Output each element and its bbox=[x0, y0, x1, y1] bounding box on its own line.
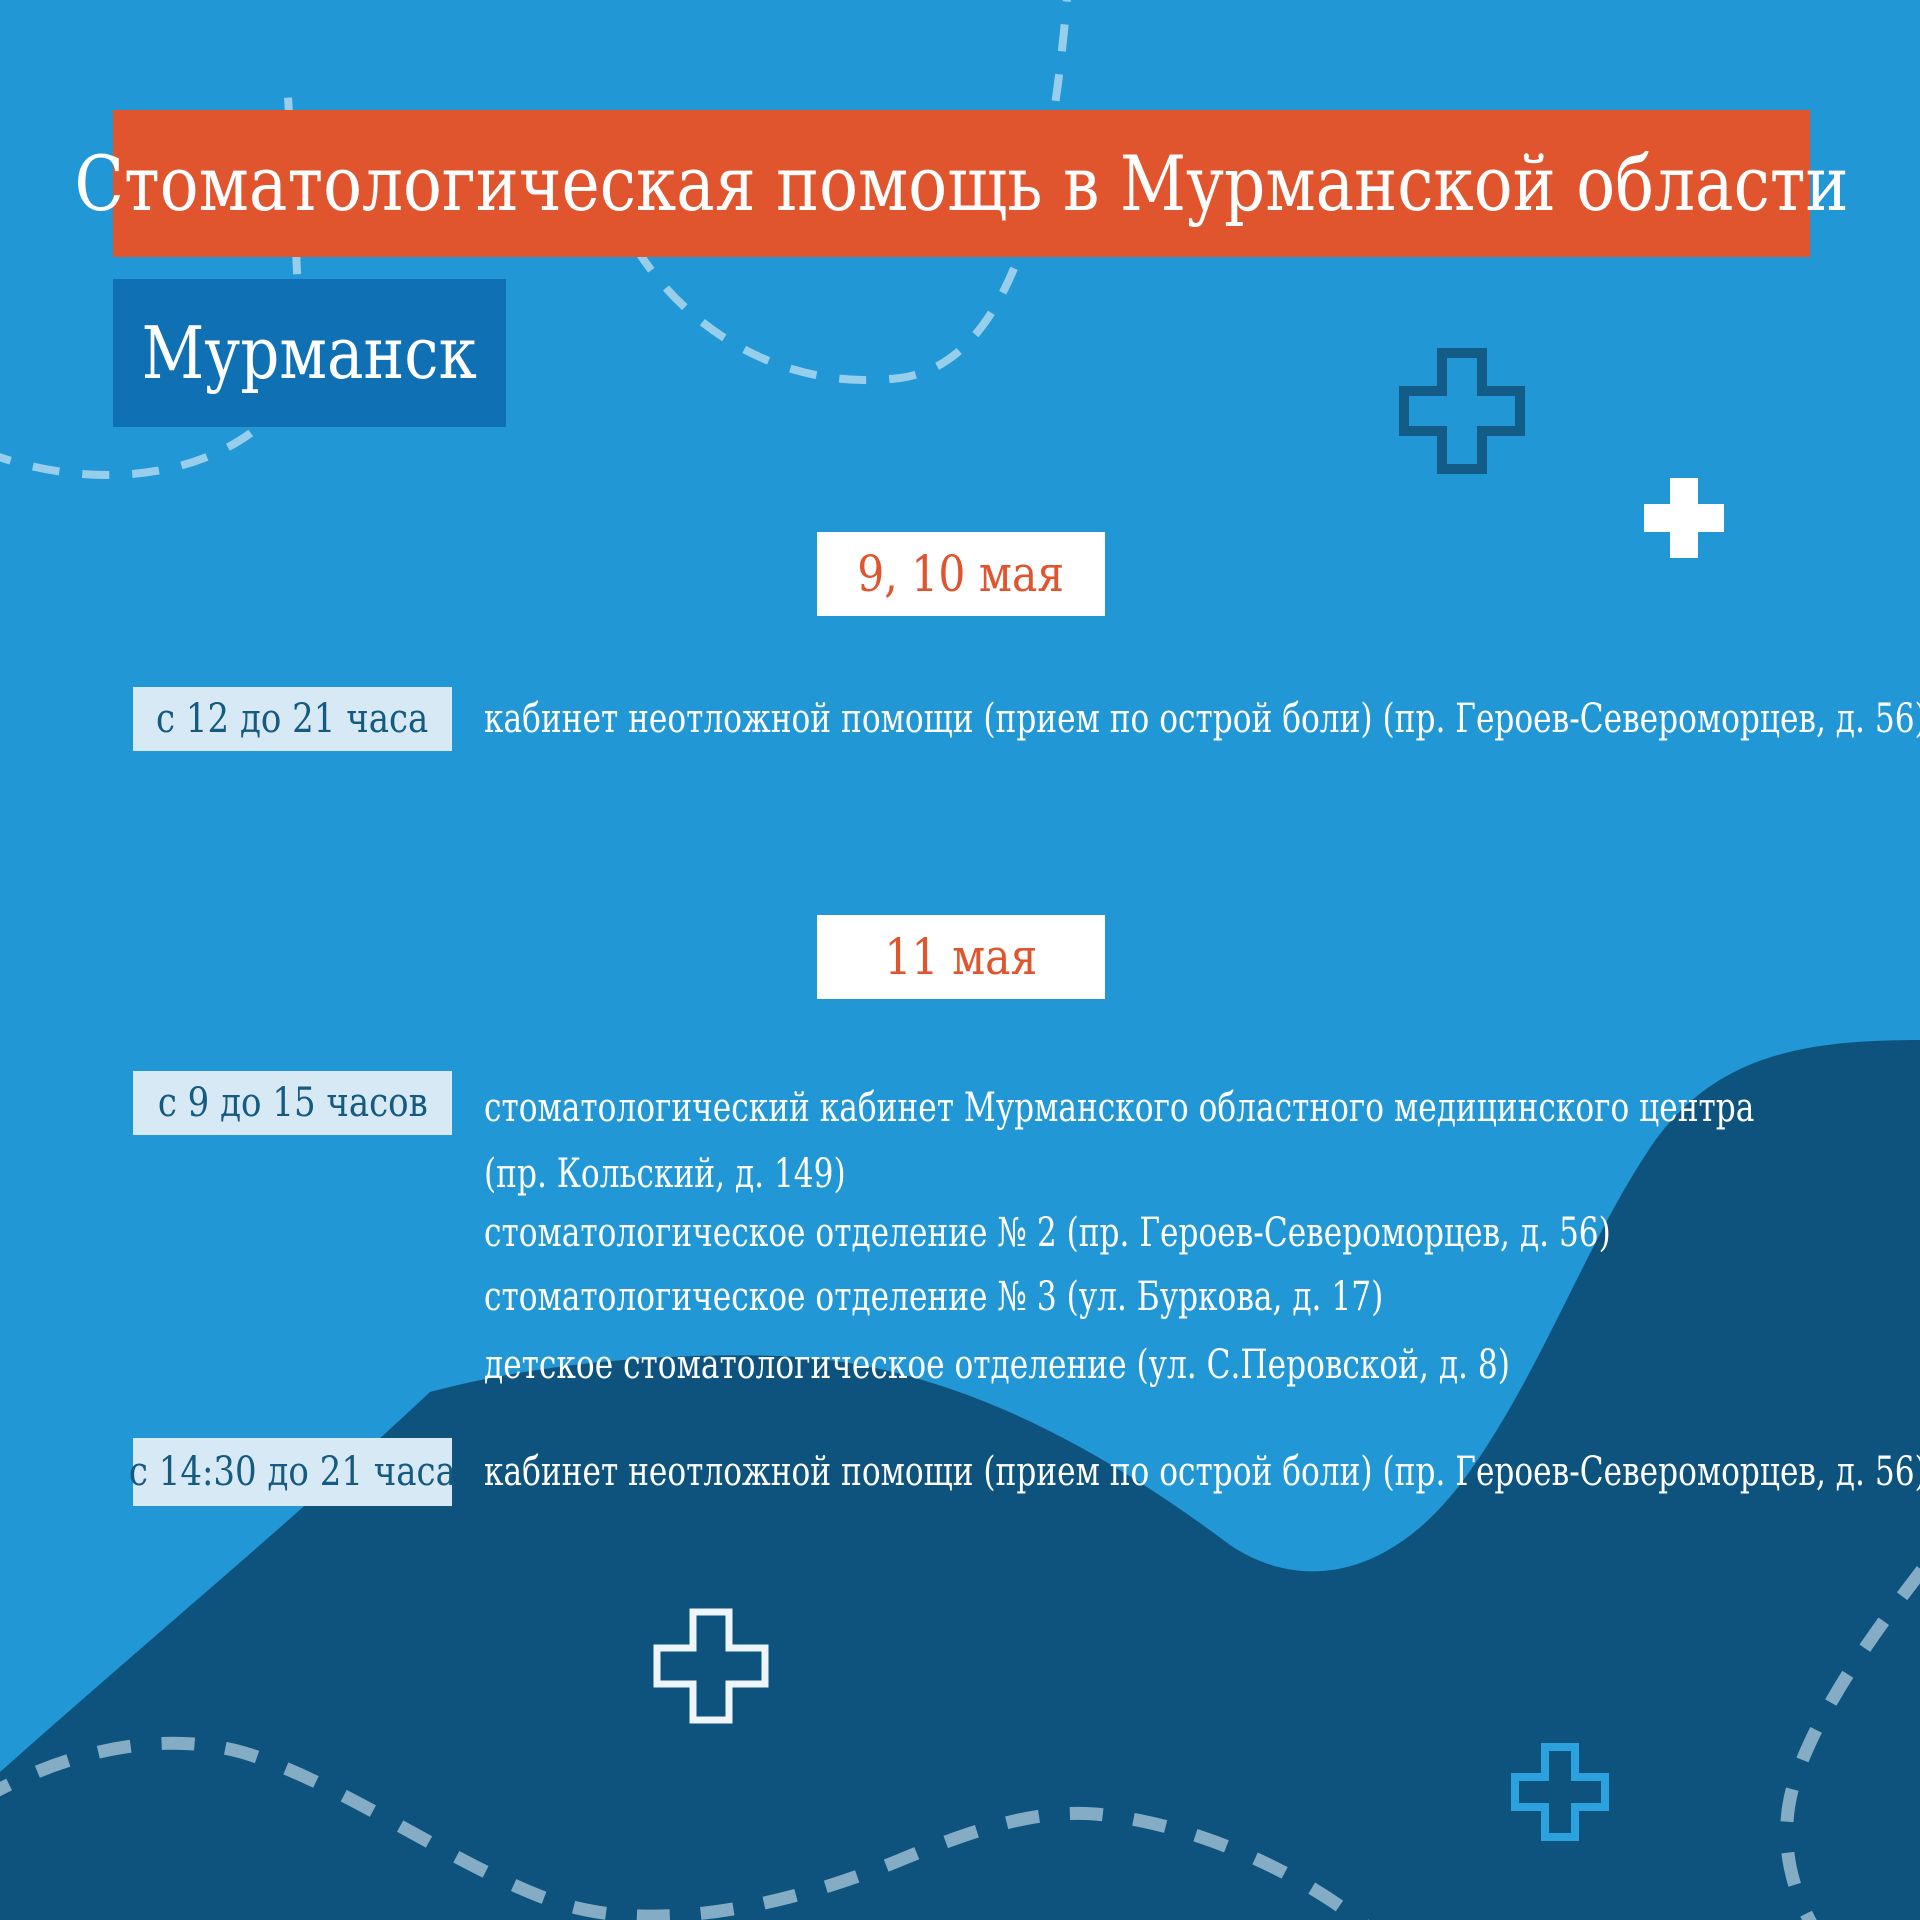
date-badge-text: 11 мая bbox=[884, 928, 1038, 986]
plus-outline-icon-top bbox=[1399, 348, 1525, 474]
schedule-line: стоматологическое отделение № 3 (ул. Бур… bbox=[484, 1274, 1384, 1320]
date-badge-text: 9, 10 мая bbox=[857, 545, 1065, 603]
schedule-line: стоматологический кабинет Мурманского об… bbox=[484, 1085, 1755, 1131]
schedule-line: детское стоматологическое отделение (ул.… bbox=[484, 1342, 1510, 1388]
title-banner-text: Стоматологическая помощь в Мурманской об… bbox=[74, 139, 1849, 228]
schedule-line: стоматологическое отделение № 2 (пр. Гер… bbox=[484, 1210, 1611, 1256]
schedule-line: (пр. Кольский, д. 149) bbox=[484, 1151, 846, 1197]
city-label-text: Мурманск bbox=[141, 311, 478, 395]
wave-shape bbox=[0, 1040, 1920, 1920]
dashed-wave-bottom bbox=[0, 1736, 1370, 1920]
time-label-text: с 12 до 21 часа bbox=[156, 696, 429, 742]
time-label-9-15: с 9 до 15 часов bbox=[133, 1071, 452, 1135]
date-badge-may-11: 11 мая bbox=[817, 915, 1105, 999]
time-label-1430-21: с 14:30 до 21 часа bbox=[129, 1438, 456, 1506]
schedule-line: кабинет неотложной помощи (прием по остр… bbox=[484, 696, 1920, 742]
date-badge-may-9-10: 9, 10 мая bbox=[817, 532, 1105, 616]
schedule-line: кабинет неотложной помощи (прием по остр… bbox=[484, 1449, 1920, 1495]
title-banner: Стоматологическая помощь в Мурманской об… bbox=[74, 110, 1849, 257]
plus-solid-icon bbox=[1644, 478, 1724, 558]
dashed-wave-bottom-right bbox=[1780, 1566, 1920, 1920]
plus-outline-icon-bottom-left bbox=[653, 1608, 769, 1724]
time-label-text: с 14:30 до 21 часа bbox=[129, 1449, 456, 1495]
city-label-box: Мурманск bbox=[113, 279, 506, 427]
time-label-text: с 9 до 15 часов bbox=[157, 1080, 428, 1126]
plus-outline-icon-bottom-right bbox=[1511, 1743, 1609, 1841]
dashed-curve-top-center bbox=[632, 0, 1071, 385]
time-label-12-21: с 12 до 21 часа bbox=[133, 687, 452, 751]
